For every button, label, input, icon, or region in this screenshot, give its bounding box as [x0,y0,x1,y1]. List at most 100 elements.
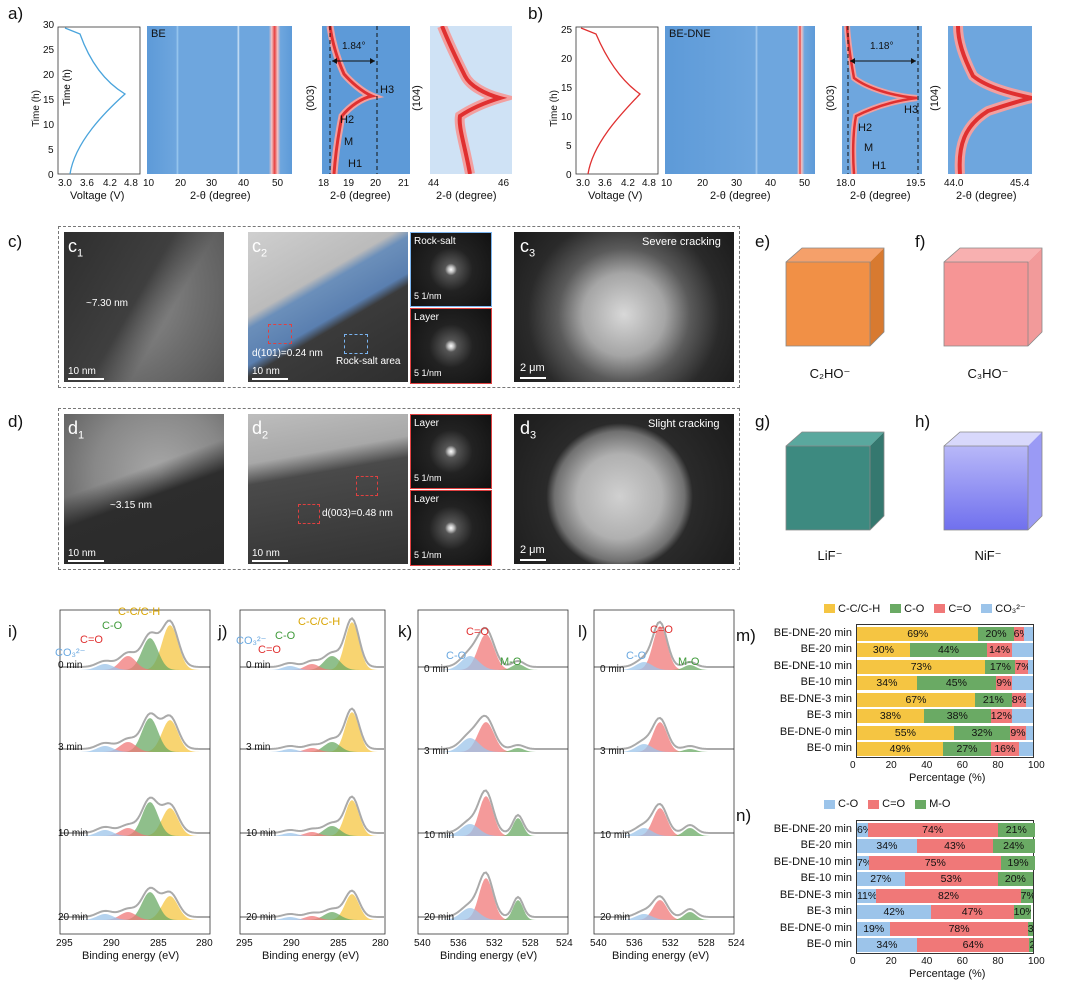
tem-tag-sub: 2 [261,247,268,260]
bar-segment: 64% [916,938,1030,952]
legend-swatch [824,799,835,809]
xtick: 532 [486,938,503,949]
composition-chart-c1s: C-C/C-H C-O C=O CO₃²⁻ BE-DNE-20 min 69%20%6% B… [744,598,1074,785]
peak-label-co: C-O [446,650,467,662]
xps-peak [418,722,568,752]
chart-legend: C-O C=O M-O [824,798,951,810]
xps-peak [594,900,734,920]
x-axis-label: Percentage (%) [909,772,986,784]
ytick: 25 [43,45,55,56]
legend-swatch [868,799,880,809]
bar-segment: 11% [857,888,877,903]
fft-label: Layer [414,494,440,505]
xps-peak [594,665,734,670]
fft-scale: 5 1/nm [414,550,442,560]
xrd-map-be-dne: BE-DNE [665,26,815,174]
legend-label: C-O [904,602,925,615]
zoom-003-ylabel: (003) [824,85,837,111]
xps-peak [60,746,210,752]
xps-peak [60,896,210,920]
xps-peak [60,664,210,670]
peak-label-c-double-o: C=O [466,626,489,638]
xtick: 295 [236,938,253,949]
tem-tag: d [68,418,79,438]
xps-peak [240,916,385,920]
xtick: 536 [626,938,643,949]
ytick: 0 [566,170,572,181]
lattice-spacing: d(101)=0.24 nm [252,348,323,359]
xps-xlabel: Binding energy (eV) [612,950,710,962]
bar-segment: 78% [890,921,1028,936]
xps-peak [240,894,385,920]
xtick: 50 [799,178,811,189]
bar-segment: 14% [987,643,1012,657]
time-label: 10 min [246,828,277,839]
xps-peak [594,912,734,920]
bar-segment: 20% [997,872,1033,886]
phase-h1: H1 [872,160,887,172]
bar-segment: 69% [857,626,979,641]
time-label: 0 min [600,664,625,675]
zoom-104-ylabel: (104) [410,85,423,111]
xtick: 18 [318,178,330,189]
xtick: 44.0 [944,178,964,189]
xps-peak [418,908,568,920]
bar-segment: 19% [1001,855,1035,870]
panel-label-c: c) [8,232,23,251]
time-label: 0 min [424,664,449,675]
xtick: 290 [283,938,300,949]
panel-label-e: e) [755,232,771,251]
category-label: BE-3 min [806,905,852,917]
category-label: BE-DNE-10 min [773,659,852,672]
voltage-a-xlabel: Voltage (V) [70,190,125,202]
xtick: 20 [697,178,709,189]
bar-segment: 34% [857,839,917,853]
ytick: 10 [561,112,573,123]
xtick: 540 [590,938,607,949]
xps-peak [60,656,210,670]
panel-label-i: i) [8,622,18,641]
xtick: 3.6 [598,178,612,189]
xtick: 532 [662,938,679,949]
zoom-003-ylabel: (003) [304,85,317,111]
x-tick-label: 20 [885,760,897,771]
xtick: 280 [196,938,213,949]
legend-item: M-O [915,798,951,810]
bar-segment: 32% [953,725,1011,740]
zoom-003-xlabel: 2-θ (degree) [850,190,911,202]
legend-item: CO₃²⁻ [981,602,1026,615]
xps-envelope [240,617,385,668]
x-tick-label: 40 [921,956,933,967]
xps-envelope [60,619,211,668]
x-tick-label: 80 [992,760,1004,771]
lattice-shift-b: 1.18° [870,41,894,52]
scale-bar [68,560,104,562]
fft-layer: Layer 5 1/nm [410,308,492,384]
peak-label-co3: CO₃²⁻ [55,647,86,659]
bar-segment: 10% [1013,905,1032,919]
bar-segment: 9% [996,676,1012,690]
x-tick-label: 40 [921,760,933,771]
ytick: 5 [48,145,54,156]
bar-segment: 6% [1013,626,1025,641]
zoom-003-xlabel: 2-θ (degree) [330,190,391,202]
tem-image-c2: c2 d(101)=0.24 nm Rock-salt area 10 nm [248,232,408,382]
phase-m: M [864,142,874,154]
bar-segment [1011,709,1033,723]
bar-segment: 3% [1027,921,1033,936]
fft-layer: Layer 5 1/nm [410,490,492,566]
legend-label: C-C/C-H [838,602,881,615]
bar-segment [1025,725,1033,740]
peak-label-co3: CO₃²⁻ [236,635,267,647]
bar-segment: 44% [909,643,988,657]
xtick: 280 [372,938,389,949]
scale-bar [68,378,104,380]
legend-label: M-O [929,798,951,810]
sem-tag-sub: 3 [530,429,537,442]
xps-peak [60,914,210,920]
category-label: BE-0 min [806,742,852,754]
x-tick-label: 0 [850,760,856,771]
x-tick-label: 20 [885,956,897,967]
sem-tag: c [520,236,529,256]
bar-segment: 47% [930,905,1014,919]
